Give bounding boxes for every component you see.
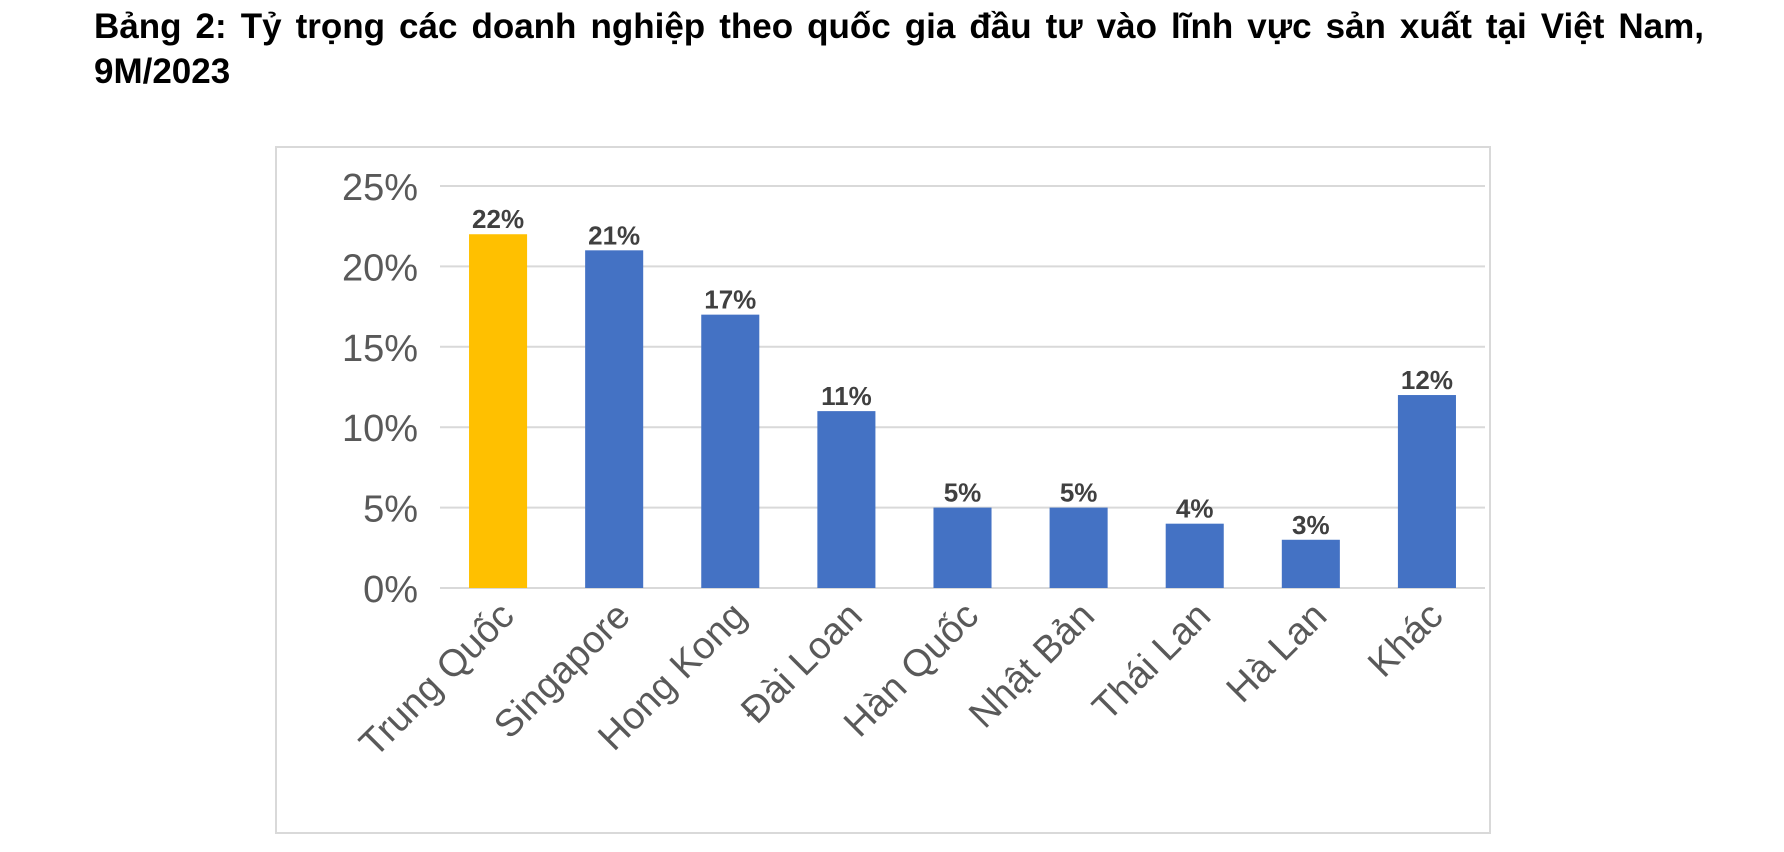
bar xyxy=(585,250,644,588)
bar xyxy=(817,411,876,588)
x-tick-label: Nhật Bản xyxy=(961,595,1103,737)
data-labels: 22% 21% 17% 11% 5% 5% 4% 3% 12% xyxy=(472,204,1453,540)
y-tick-label: 25% xyxy=(342,167,418,209)
bars xyxy=(469,234,1456,589)
data-label: 17% xyxy=(704,285,756,315)
data-label: 12% xyxy=(1401,365,1453,395)
bar xyxy=(469,234,528,589)
data-label: 22% xyxy=(472,204,524,234)
data-label: 21% xyxy=(588,220,640,250)
x-tick-label: Trung Quốc xyxy=(352,595,523,766)
y-tick-label: 15% xyxy=(342,328,418,370)
bar xyxy=(1165,523,1224,588)
chart-frame xyxy=(275,146,1491,834)
data-label: 4% xyxy=(1176,494,1214,524)
bar xyxy=(1397,395,1456,588)
y-tick-label: 5% xyxy=(363,489,418,531)
x-tick-label: Hà Lan xyxy=(1219,595,1335,711)
x-tick-label: Khác xyxy=(1360,595,1451,686)
data-label: 3% xyxy=(1292,510,1330,540)
data-label: 5% xyxy=(944,478,982,508)
data-label: 5% xyxy=(1060,478,1098,508)
bar xyxy=(1281,539,1340,588)
y-tick-label: 10% xyxy=(342,408,418,450)
x-tick-label: Thái Lan xyxy=(1085,595,1219,729)
bar xyxy=(1049,507,1108,588)
data-label: 11% xyxy=(821,381,872,411)
bar xyxy=(933,507,992,588)
y-tick-label: 0% xyxy=(363,569,418,611)
page-title: Bảng 2: Tỷ trọng các doanh nghiệp theo q… xyxy=(94,7,1704,91)
y-axis-ticks: 0% 5% 10% 15% 20% 25% xyxy=(342,167,418,611)
bar xyxy=(701,314,760,588)
y-tick-label: 20% xyxy=(342,247,418,289)
